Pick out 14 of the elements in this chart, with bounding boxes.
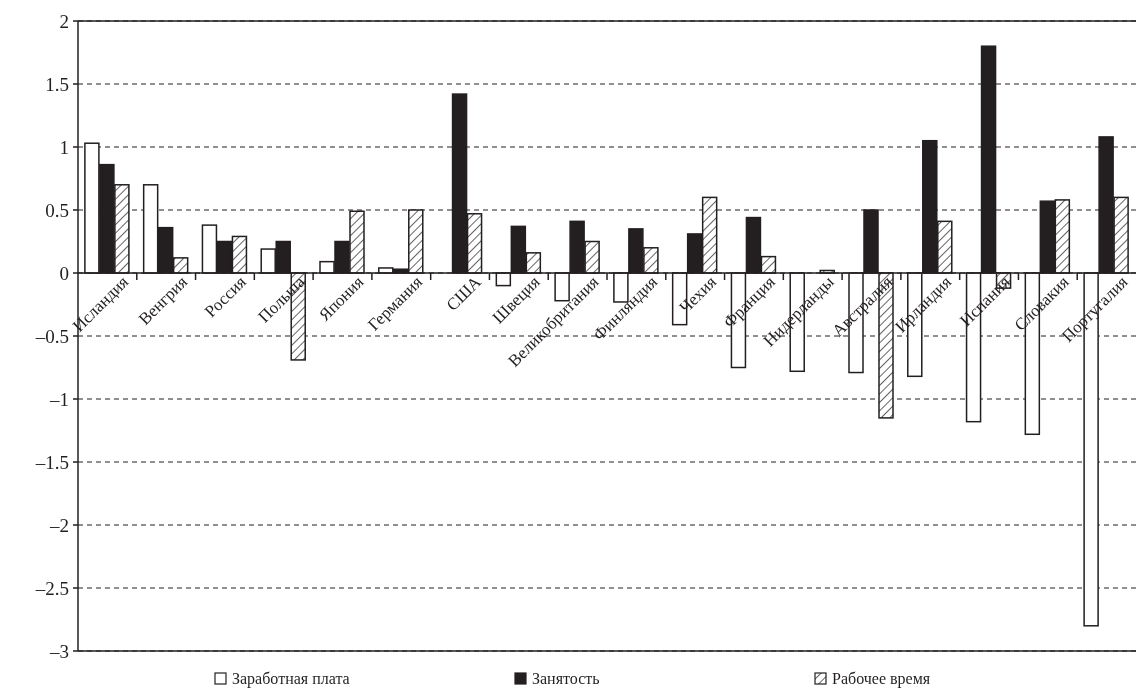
legend-label: Рабочее время bbox=[832, 670, 931, 688]
legend-label: Занятость bbox=[532, 670, 600, 687]
y-tick-label: 0 bbox=[59, 262, 69, 284]
y-tick-label: 2 bbox=[59, 10, 69, 32]
y-tick-label: –3 bbox=[49, 640, 69, 662]
y-tick-label: –1.5 bbox=[34, 451, 69, 473]
legend-label: Заработная плата bbox=[232, 670, 350, 688]
y-tick-label: 1 bbox=[59, 136, 69, 158]
y-tick-label: –2.5 bbox=[34, 577, 69, 599]
y-tick-label: 1.5 bbox=[45, 73, 69, 95]
y-tick-label: 0.5 bbox=[45, 199, 69, 221]
y-tick-label: –2 bbox=[49, 514, 69, 536]
y-tick-label: –0.5 bbox=[34, 325, 69, 347]
y-tick-label: –1 bbox=[49, 388, 69, 410]
